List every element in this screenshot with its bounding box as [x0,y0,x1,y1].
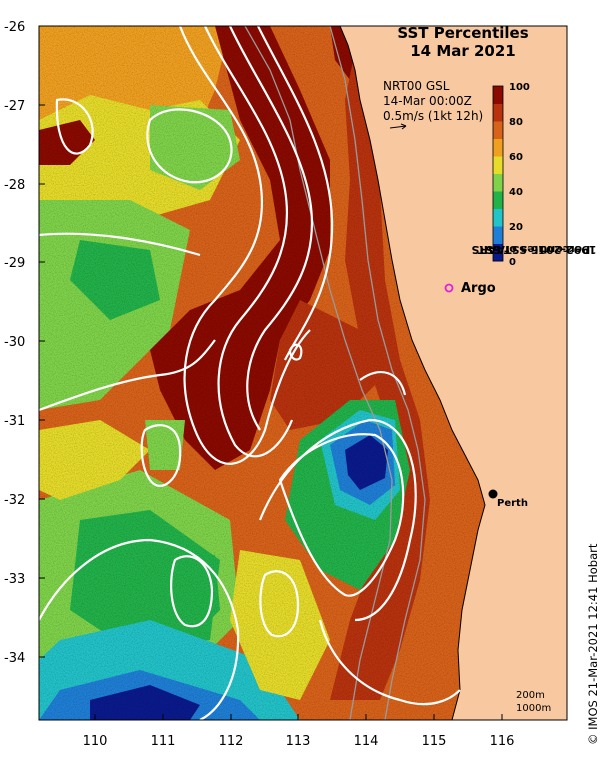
x-tick-label: 115 [422,734,447,749]
title-line-1: SST Percentiles [397,24,529,42]
colorbar-frame [492,85,504,262]
y-tick-label: -26 [4,20,25,35]
colorbar-tick-label: 100 [509,82,530,93]
y-tick-label: -34 [4,651,25,666]
colorbar-tick-label: 40 [509,187,523,198]
isobath-legend-1000: 1000m [516,703,552,714]
map-title: SST Percentiles 14 Mar 2021 [393,24,533,60]
colorbar-segment [493,243,503,262]
colorbar-segment [493,191,503,209]
colorbar-segment [493,138,503,157]
y-tick-label: -27 [4,99,25,114]
isobath-200m [329,26,426,720]
colorbar-title-line-2: Percentiles of SST [477,243,591,256]
isobath-legend: 200m 1000m [516,689,551,715]
colorbar-segment [493,121,503,139]
colorbar-tick-label: 0 [509,257,516,268]
x-axis: 110 111 112 113 114 115 116 [83,714,515,749]
sea-level-contours [39,26,461,720]
y-tick-label: -28 [4,178,25,193]
colorbar-segment [493,103,503,122]
isobath-1000m [244,26,393,720]
x-tick-label: 110 [83,734,108,749]
perth-marker-icon [488,489,498,499]
info-line-1: NRT00 GSL [383,79,450,93]
x-tick-label: 111 [151,734,176,749]
x-tick-label: 113 [286,734,311,749]
colorbar-tick-label: 60 [509,152,523,163]
velocity-scale-arrow [389,123,407,130]
y-tick-label: -32 [4,493,25,508]
colorbar-tick-label: 20 [509,222,523,233]
y-tick-label: -30 [4,335,25,350]
colorbar-segment [493,156,503,174]
y-tick-label: -31 [4,414,25,429]
x-tick-label: 114 [354,734,379,749]
colorbar-tick-label: 80 [509,117,523,128]
title-line-2: 14 Mar 2021 [410,42,516,60]
colorbar-segment [493,86,503,104]
colorbar-segment [493,173,503,192]
argo-marker-icon [444,283,454,293]
credit-text: © IMOS 21-Mar-2021 12:41 Hobart [586,543,600,745]
info-line-3: 0.5m/s (1kt 12h) [383,109,484,123]
colorbar-segment [493,226,503,244]
isobath-legend-200: 200m [516,690,545,701]
plot-frame [38,25,568,721]
current-info: NRT00 GSL 14-Mar 00:00Z 0.5m/s (1kt 12h) [383,79,483,124]
info-line-2: 14-Mar 00:00Z [383,94,472,108]
y-tick-label: -33 [4,572,25,587]
colorbar-segment [493,208,503,227]
x-tick-label: 112 [219,734,244,749]
perth-label: Perth [497,498,528,509]
y-axis: -26 -27 -28 -29 -30 -31 -32 -33 -34 [4,20,45,666]
x-tick-label: 116 [490,734,515,749]
colorbar: 100 80 60 40 20 0 [492,82,530,268]
argo-label: Argo [461,281,496,296]
y-tick-label: -29 [4,256,25,271]
